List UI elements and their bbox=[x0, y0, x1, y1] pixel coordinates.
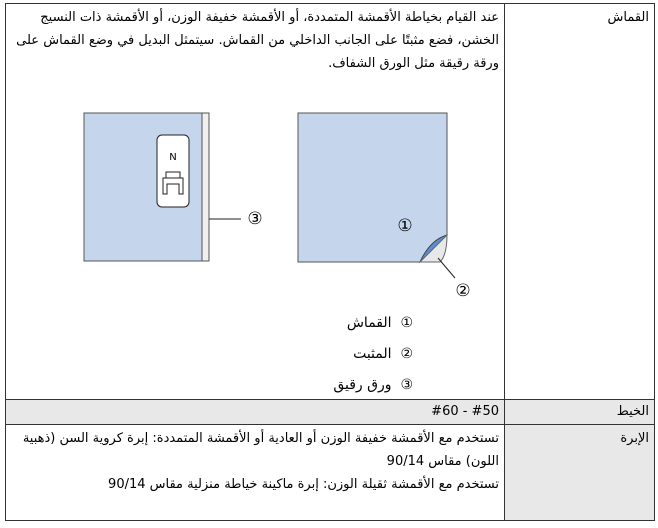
paragraph: عند القيام بخياطة الأقمشة المتمددة، أو ا… bbox=[16, 10, 499, 71]
content-cell: عند القيام بخياطة الأقمشة المتمددة، أو ا… bbox=[5, 3, 505, 400]
paragraph: تستخدم مع الأقمشة ثقيلة الوزن: إبرة ماكي… bbox=[108, 477, 499, 492]
row-label: الإبرة bbox=[620, 431, 649, 446]
legend-item: ② المثبت bbox=[353, 346, 413, 362]
callout: ③ bbox=[247, 209, 262, 229]
legend-marker: ③ bbox=[400, 377, 413, 393]
legend-marker: ① bbox=[400, 315, 413, 331]
legend-text: ورق رقيق bbox=[333, 377, 392, 393]
label-cell: الخيط bbox=[504, 399, 655, 425]
legend-item: ③ ورق رقيق bbox=[333, 377, 413, 393]
row-label: الخيط bbox=[616, 404, 649, 419]
row-label: القماش bbox=[607, 10, 650, 25]
callout: ① bbox=[397, 216, 412, 236]
content-cell: تستخدم مع الأقمشة خفيفة الوزن أو العادية… bbox=[5, 424, 505, 521]
content-cell: #60 - #50 bbox=[5, 399, 505, 425]
paragraph: تستخدم مع الأقمشة خفيفة الوزن أو العادية… bbox=[22, 431, 499, 469]
callout: ② bbox=[455, 281, 470, 301]
legend-marker: ② bbox=[400, 346, 413, 362]
legend-text: المثبت bbox=[353, 346, 392, 362]
legend-text: القماش bbox=[346, 315, 392, 331]
legend-item: ① القماش bbox=[347, 315, 413, 331]
foot-letter: N bbox=[169, 152, 176, 163]
label-cell: الإبرة bbox=[504, 424, 655, 521]
thread-size: #60 - #50 bbox=[431, 404, 499, 419]
